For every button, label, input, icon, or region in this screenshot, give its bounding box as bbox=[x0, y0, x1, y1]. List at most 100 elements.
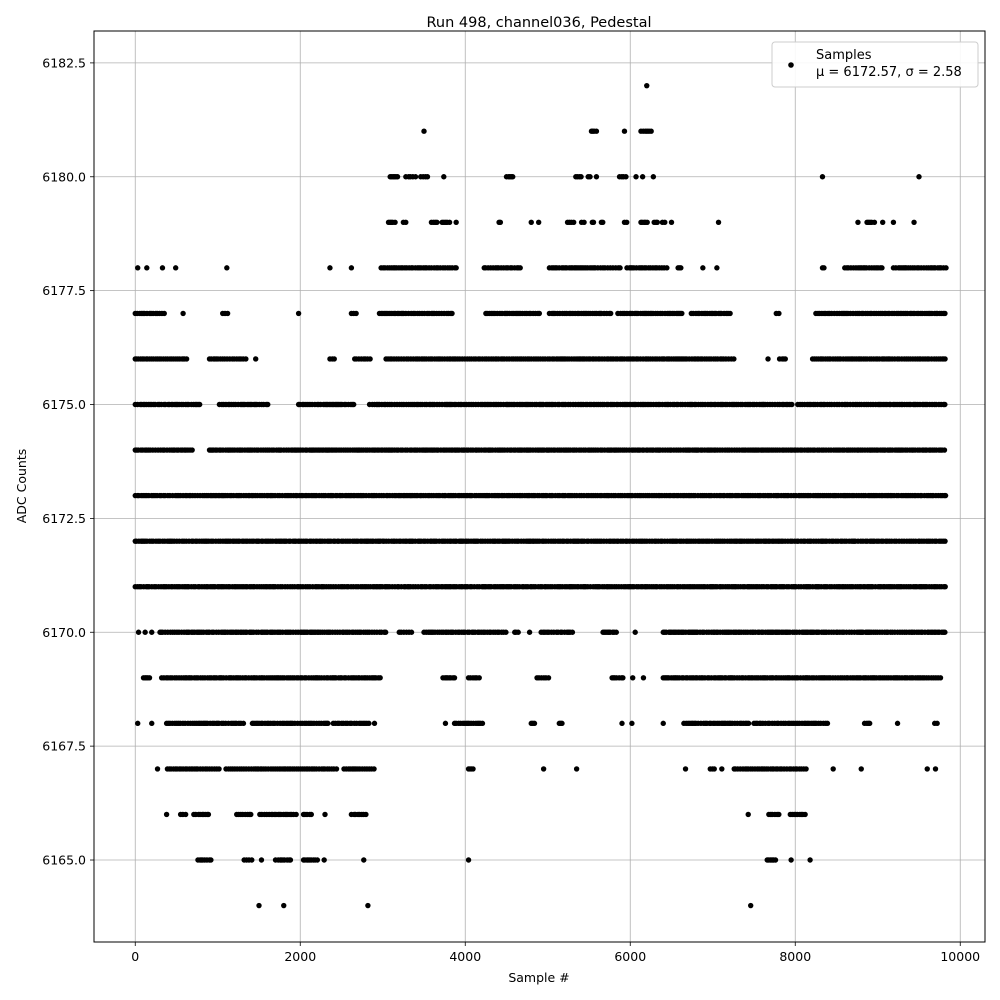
data-point bbox=[408, 629, 415, 635]
data-point bbox=[715, 219, 722, 226]
data-point bbox=[451, 675, 458, 681]
data-point bbox=[890, 219, 897, 226]
data-point bbox=[824, 720, 831, 727]
data-point bbox=[803, 766, 809, 772]
data-point bbox=[682, 766, 689, 772]
data-point bbox=[621, 128, 628, 134]
data-point bbox=[855, 219, 861, 226]
data-point bbox=[924, 766, 930, 772]
data-point bbox=[149, 720, 155, 727]
data-point bbox=[189, 447, 195, 453]
data-point bbox=[678, 265, 684, 271]
data-point bbox=[581, 219, 587, 226]
data-point bbox=[894, 720, 901, 727]
data-point bbox=[351, 401, 357, 408]
data-point bbox=[942, 310, 948, 317]
data-point bbox=[590, 219, 597, 226]
data-point bbox=[442, 720, 449, 727]
data-point bbox=[748, 902, 754, 909]
data-point bbox=[144, 265, 150, 271]
data-point bbox=[503, 629, 509, 635]
data-point bbox=[535, 219, 542, 226]
data-point bbox=[403, 219, 409, 226]
data-point bbox=[287, 857, 294, 863]
data-point bbox=[510, 174, 516, 180]
x-tick-label: 0 bbox=[131, 949, 139, 964]
data-point bbox=[623, 174, 629, 180]
data-point bbox=[941, 447, 948, 453]
data-point bbox=[159, 265, 166, 271]
y-tick-label: 6165.0 bbox=[42, 853, 86, 868]
legend-marker bbox=[788, 62, 794, 68]
data-point bbox=[258, 857, 265, 863]
x-axis-label: Sample # bbox=[508, 970, 569, 985]
data-point bbox=[937, 675, 944, 681]
data-point bbox=[776, 811, 782, 818]
x-tick-label: 4000 bbox=[449, 949, 481, 964]
x-tick-label: 8000 bbox=[779, 949, 811, 964]
data-point bbox=[942, 401, 948, 408]
legend: Samples μ = 6172.57, σ = 2.58 bbox=[771, 41, 979, 88]
data-point bbox=[322, 811, 328, 818]
data-point bbox=[327, 265, 333, 271]
legend-series-name: Samples bbox=[816, 48, 872, 63]
data-point bbox=[216, 766, 222, 772]
data-point bbox=[654, 219, 660, 226]
data-point bbox=[163, 811, 170, 818]
data-point bbox=[253, 356, 259, 362]
data-point bbox=[679, 310, 685, 317]
data-point bbox=[183, 356, 190, 362]
data-point bbox=[866, 720, 873, 727]
data-point bbox=[331, 356, 337, 362]
plot-background bbox=[94, 31, 985, 942]
data-point bbox=[180, 310, 186, 317]
data-point bbox=[943, 265, 949, 271]
data-point bbox=[441, 174, 447, 180]
data-point bbox=[942, 629, 948, 635]
data-point bbox=[377, 675, 383, 681]
data-point bbox=[650, 174, 657, 180]
y-axis: 6165.0 6167.5 6170.0 6172.5 6175.0 6177.5 6180… bbox=[42, 55, 94, 868]
data-point bbox=[911, 219, 917, 226]
data-point bbox=[325, 720, 331, 727]
data-point bbox=[745, 720, 752, 727]
data-point bbox=[644, 219, 650, 226]
data-point bbox=[648, 128, 654, 134]
data-point bbox=[540, 766, 547, 772]
chart-title: Run 498, channel036, Pedestal bbox=[426, 15, 651, 31]
y-axis-label: ADC Counts bbox=[14, 449, 29, 524]
data-point bbox=[629, 720, 635, 727]
data-point bbox=[858, 766, 864, 772]
data-point bbox=[308, 811, 314, 818]
data-point bbox=[807, 857, 813, 863]
data-point bbox=[412, 174, 419, 180]
data-point bbox=[802, 811, 808, 818]
data-point bbox=[607, 310, 614, 317]
data-point bbox=[644, 82, 650, 89]
data-point bbox=[932, 766, 939, 772]
y-tick-label: 6180.0 bbox=[42, 169, 86, 184]
y-tick-label: 6182.5 bbox=[42, 55, 86, 70]
y-tick-label: 6177.5 bbox=[42, 283, 86, 298]
data-point bbox=[224, 310, 231, 317]
data-point bbox=[265, 401, 271, 408]
plot-frame bbox=[93, 30, 986, 943]
data-point bbox=[161, 310, 167, 317]
data-point bbox=[515, 629, 521, 635]
data-point bbox=[434, 219, 440, 226]
data-point bbox=[449, 310, 455, 317]
data-point bbox=[782, 356, 788, 362]
x-tick-label: 2000 bbox=[284, 949, 316, 964]
data-point bbox=[719, 766, 725, 772]
data-point bbox=[668, 219, 675, 226]
data-point bbox=[819, 174, 826, 180]
data-point bbox=[660, 720, 666, 727]
data-point bbox=[517, 265, 523, 271]
data-point bbox=[573, 766, 580, 772]
data-point bbox=[593, 128, 600, 134]
data-point bbox=[600, 219, 606, 226]
data-point bbox=[135, 629, 142, 635]
x-axis: 0 2000 4000 6000 8000 10000 bbox=[131, 942, 980, 964]
data-point bbox=[333, 766, 340, 772]
data-point bbox=[528, 219, 534, 226]
